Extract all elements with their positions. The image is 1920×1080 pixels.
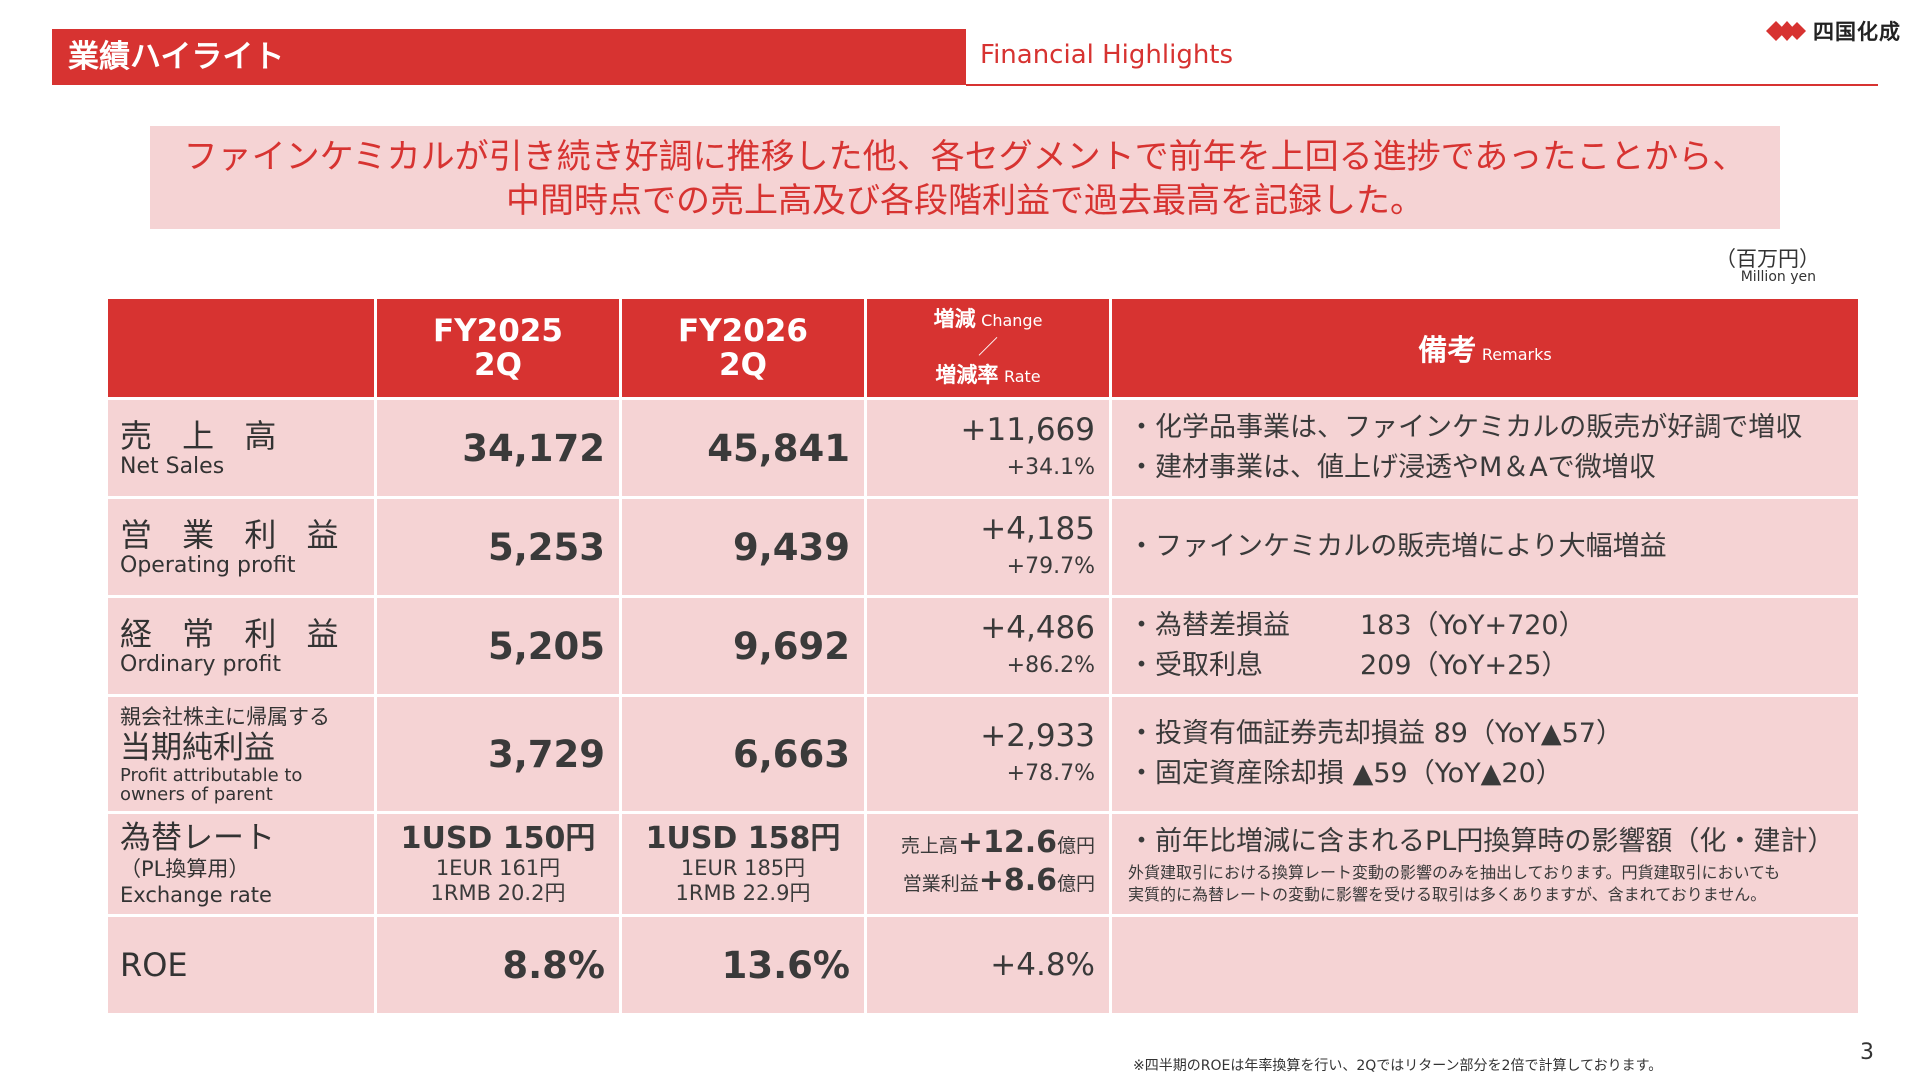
logo-text: 四国化成 — [1813, 20, 1901, 44]
ordinary-profit-fy2026: 9,692 — [622, 598, 864, 694]
header-remarks: 備考 Remarks — [1112, 299, 1858, 397]
exchange-rate-fy2026: 1USD 158円 1EUR 185円 1RMB 22.9円 — [622, 814, 864, 914]
unit-label-en: Million yen — [1740, 269, 1816, 285]
row-label-net-sales: 売 上 高 Net Sales — [108, 400, 374, 496]
diamond-logo-icon — [1766, 21, 1806, 41]
page-title: 業績ハイライト — [52, 29, 966, 85]
ordinary-profit-fy2025: 5,205 — [377, 598, 619, 694]
ordinary-profit-change: +4,486 +86.2% — [867, 598, 1109, 694]
net-income-change: +2,933 +78.7% — [867, 697, 1109, 811]
net-sales-remarks: ・化学品事業は、ファインケミカルの販売が好調で増収 ・建材事業は、値上げ浸透やM… — [1112, 400, 1858, 496]
financial-table: FY2025 2Q FY2026 2Q 増減 Change ／ 増減率 Rate 備… — [105, 296, 1861, 1016]
company-logo: 四国化成 — [1766, 16, 1901, 46]
operating-profit-fy2025: 5,253 — [377, 499, 619, 595]
header-change: 増減 Change ／ 増減率 Rate — [867, 299, 1109, 397]
exchange-rate-impact: 売上高+12.6億円 営業利益+8.6億円 — [867, 814, 1109, 914]
table-row: 親会社株主に帰属する 当期純利益 Profit attributable to … — [108, 697, 1858, 811]
roe-change: +4.8% — [867, 917, 1109, 1013]
table-row: 為替レート （PL換算用） Exchange rate 1USD 150円 1E… — [108, 814, 1858, 914]
title-divider — [966, 84, 1878, 86]
footnote: ※四半期のROEは年率換算を行い、2Qではリターン部分を2倍で計算しております。 — [1133, 1058, 1663, 1074]
summary-line-2: 中間時点での売上高及び各段階利益で過去最高を記録した。 — [506, 181, 1424, 221]
table-row: 売 上 高 Net Sales 34,172 45,841 +11,669 +3… — [108, 400, 1858, 496]
table-row: ROE 8.8% 13.6% +4.8% — [108, 917, 1858, 1013]
summary-box: ファインケミカルが引き続き好調に推移した他、各セグメントで前年を上回る進捗であっ… — [150, 126, 1780, 229]
header-fy2026: FY2026 2Q — [622, 299, 864, 397]
table-row: 営 業 利 益 Operating profit 5,253 9,439 +4,… — [108, 499, 1858, 595]
row-label-operating-profit: 営 業 利 益 Operating profit — [108, 499, 374, 595]
row-label-roe: ROE — [108, 917, 374, 1013]
ordinary-profit-remarks: ・為替差損益 183（YoY+720） ・受取利息 209（YoY+25） — [1112, 598, 1858, 694]
net-sales-fy2026: 45,841 — [622, 400, 864, 496]
unit-label-jp: （百万円） — [1715, 247, 1820, 271]
net-income-fy2025: 3,729 — [377, 697, 619, 811]
roe-fy2025: 8.8% — [377, 917, 619, 1013]
net-sales-fy2025: 34,172 — [377, 400, 619, 496]
header-blank — [108, 299, 374, 397]
row-label-exchange-rate: 為替レート （PL換算用） Exchange rate — [108, 814, 374, 914]
operating-profit-remarks: ・ファインケミカルの販売増により大幅増益 — [1112, 499, 1858, 595]
table-row: 経 常 利 益 Ordinary profit 5,205 9,692 +4,4… — [108, 598, 1858, 694]
roe-fy2026: 13.6% — [622, 917, 864, 1013]
exchange-rate-fy2025: 1USD 150円 1EUR 161円 1RMB 20.2円 — [377, 814, 619, 914]
row-label-ordinary-profit: 経 常 利 益 Ordinary profit — [108, 598, 374, 694]
net-sales-change: +11,669 +34.1% — [867, 400, 1109, 496]
page-number: 3 — [1860, 1040, 1874, 1065]
summary-line-1: ファインケミカルが引き続き好調に推移した他、各セグメントで前年を上回る進捗であっ… — [183, 137, 1747, 177]
page-title-en: Financial Highlights — [980, 40, 1234, 70]
net-income-fy2026: 6,663 — [622, 697, 864, 811]
operating-profit-fy2026: 9,439 — [622, 499, 864, 595]
header-fy2025: FY2025 2Q — [377, 299, 619, 397]
roe-remarks — [1112, 917, 1858, 1013]
table-header-row: FY2025 2Q FY2026 2Q 増減 Change ／ 増減率 Rate 備… — [108, 299, 1858, 397]
exchange-rate-remarks: ・前年比増減に含まれるPL円換算時の影響額（化・建計） 外貨建取引における換算レ… — [1112, 814, 1858, 914]
operating-profit-change: +4,185 +79.7% — [867, 499, 1109, 595]
row-label-net-income: 親会社株主に帰属する 当期純利益 Profit attributable to … — [108, 697, 374, 811]
net-income-remarks: ・投資有価証券売却損益 89（YoY▲57） ・固定資産除却損 ▲59（YoY▲… — [1112, 697, 1858, 811]
